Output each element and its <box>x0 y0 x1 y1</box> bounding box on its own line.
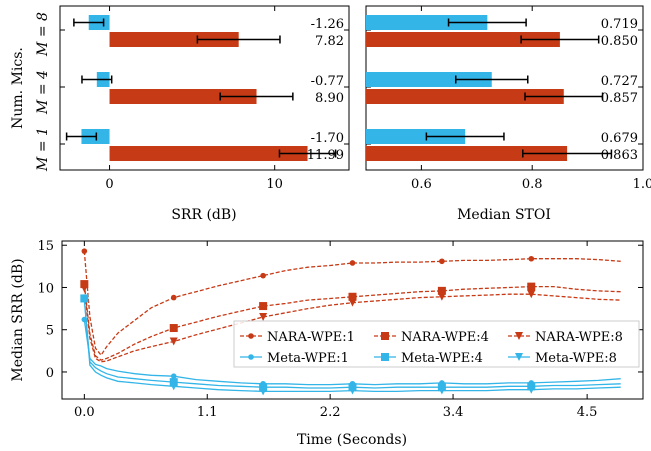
srr-plot-frame <box>59 5 350 171</box>
legend-box <box>233 320 640 368</box>
data-point <box>381 353 389 361</box>
data-label: 0.857 <box>601 91 638 106</box>
data-point <box>259 313 268 322</box>
bar <box>109 32 239 47</box>
y-tick-label: 0 <box>46 366 54 381</box>
legend-label: NARA-WPE:8 <box>535 330 623 345</box>
stoi-x-axis-label: Median STOI <box>457 207 551 223</box>
data-point <box>81 248 88 254</box>
data-point <box>170 294 177 301</box>
data-point <box>437 292 446 301</box>
time-plot-frame <box>61 240 644 400</box>
bar <box>366 89 564 104</box>
data-label: 0.863 <box>601 148 638 163</box>
data-point <box>515 353 523 361</box>
x-tick-label: 2.2 <box>320 405 341 420</box>
srr-x-axis-label: SRR (dB) <box>171 207 236 223</box>
x-tick-label: 1.0 <box>633 177 651 192</box>
y-tick-label: 10 <box>37 281 54 296</box>
data-point <box>170 373 177 379</box>
data-point <box>169 378 178 387</box>
data-label: 8.90 <box>315 91 344 106</box>
x-tick-label: 1.1 <box>197 405 218 420</box>
data-label: 7.82 <box>315 34 344 49</box>
data-point <box>80 280 89 289</box>
time-y-axis-label: Median SRR (dB) <box>10 258 26 381</box>
bar <box>366 15 488 30</box>
x-tick-label: 0.6 <box>411 177 432 192</box>
srr-time-line-chart: 0.0 1.1 2.2 3.4 4.5 0 5 10 15 Time (Seconds) Med… <box>10 239 644 448</box>
data-point <box>80 284 89 293</box>
stoi-plot-frame <box>365 5 644 171</box>
legend-label: Meta-WPE:8 <box>535 351 617 366</box>
stoi-bar-chart: 0.6 0.8 1.00.7190.7270.6790.8500.8570.863 … <box>365 5 651 223</box>
series-line <box>83 299 621 393</box>
data-point <box>437 286 446 295</box>
legend-label: Meta-WPE:1 <box>267 351 349 366</box>
data-point <box>349 260 356 266</box>
data-point <box>348 298 357 307</box>
data-point <box>515 332 523 340</box>
group-label: M = 8 <box>35 12 51 57</box>
data-point <box>381 332 389 340</box>
bar <box>366 32 560 47</box>
series-line <box>83 298 621 389</box>
series-line <box>83 288 621 363</box>
data-label: -1.70 <box>311 131 344 146</box>
data-point <box>80 295 89 304</box>
bar <box>366 146 568 161</box>
srr-y-axis-label: Num. Mics. <box>10 47 26 129</box>
legend: NARA-WPE:1 NARA-WPE:4 NARA-WPE:8 Meta-WPE:1… <box>233 320 640 368</box>
data-point <box>527 282 536 291</box>
data-label: -1.26 <box>311 17 344 32</box>
data-point <box>169 382 178 391</box>
series-line <box>83 319 621 386</box>
group-label: M = 4 <box>35 70 51 115</box>
y-tick-label: 15 <box>37 239 54 254</box>
data-label: 0.679 <box>601 131 638 146</box>
data-label: -0.77 <box>311 74 344 89</box>
series-line <box>83 251 621 357</box>
legend-label: Meta-WPE:4 <box>401 351 483 366</box>
data-label: 0.727 <box>601 74 638 89</box>
data-point <box>169 337 178 346</box>
x-tick-label: 0 <box>105 177 113 192</box>
bar <box>109 146 308 161</box>
x-tick-label: 0.0 <box>74 405 95 420</box>
srr-bar-chart: 0 10 -1.26 -0.77 -1.70 7.82 8.90 11.99 SRR (dB)… <box>10 5 350 223</box>
y-tick-label: 5 <box>46 324 54 339</box>
data-label: 0.719 <box>601 17 638 32</box>
x-tick-label: 3.4 <box>443 405 464 420</box>
legend-label: NARA-WPE:4 <box>401 330 489 345</box>
data-point <box>169 324 178 333</box>
data-point <box>259 383 268 392</box>
data-point <box>528 255 535 262</box>
data-label: 0.850 <box>601 34 638 49</box>
data-point <box>259 302 268 311</box>
bar <box>366 129 466 144</box>
legend-label: NARA-WPE:1 <box>267 330 355 345</box>
data-point <box>527 385 536 394</box>
data-point <box>248 333 254 339</box>
x-tick-label: 10 <box>266 177 283 192</box>
series-line <box>83 284 621 361</box>
data-point <box>348 386 357 395</box>
x-tick-label: 0.8 <box>522 177 543 192</box>
data-point <box>437 386 446 395</box>
data-point <box>439 258 445 265</box>
data-point <box>348 292 357 301</box>
data-point <box>259 387 268 396</box>
group-label: M = 1 <box>35 127 51 172</box>
bar <box>366 72 492 87</box>
data-point <box>248 354 254 360</box>
time-x-axis-label: Time (Seconds) <box>297 432 407 448</box>
data-point <box>527 290 536 299</box>
data-point <box>260 272 266 279</box>
x-tick-label: 4.5 <box>577 405 598 420</box>
data-label: 11.99 <box>307 148 344 163</box>
